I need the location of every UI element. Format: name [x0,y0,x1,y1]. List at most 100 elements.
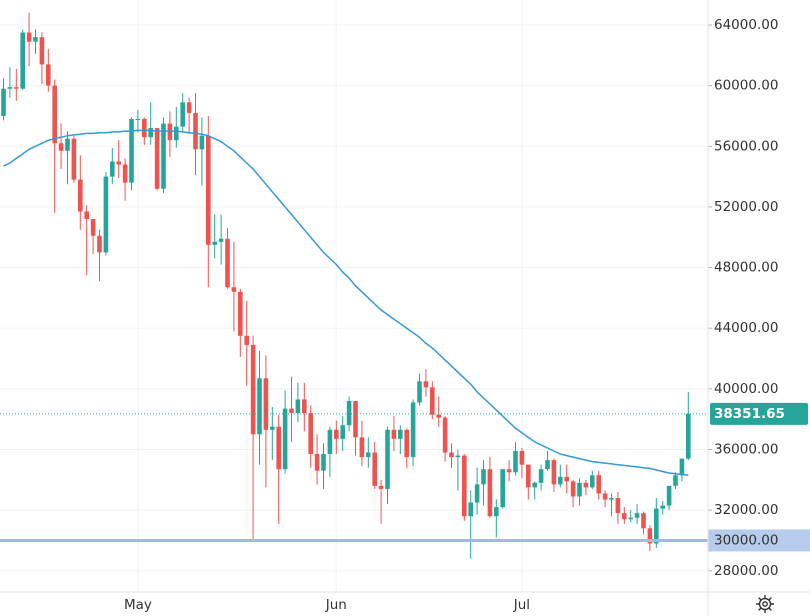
candle-body [353,400,358,438]
level-label-box [708,529,810,552]
candle-body [468,502,473,517]
candle-body [628,517,633,520]
candle-body [500,469,505,508]
candle-body [97,235,102,253]
candle-body [654,508,659,544]
candle-body [494,507,499,517]
candle-body [551,460,557,485]
candle-body [474,484,480,503]
y-tick-label: 44000.00 [714,320,778,336]
candle-body [39,37,45,65]
candle-body [519,451,525,465]
candle-body [673,475,678,486]
candle-body [660,505,665,509]
candle-body [430,387,435,415]
candle-body [33,37,38,42]
candle-body [570,481,576,497]
candle-body [314,454,320,471]
candle-body [46,64,51,86]
candle-body [84,211,89,220]
candle-body [641,513,646,529]
candle-body [442,417,448,453]
candle-body [110,161,115,177]
candle-body [410,402,416,458]
candle-body [250,344,256,435]
candle-body [186,102,192,113]
candle-body [225,238,230,288]
candle-body [634,513,640,518]
candle-body [122,164,128,183]
candle-body [596,475,601,494]
candle-body [449,452,454,458]
candle-body [302,399,307,414]
candle-body [212,241,217,245]
candle-body [564,476,569,482]
candle-body [174,126,179,141]
candle-body [487,469,493,517]
last-price-label: 38351.65 [714,406,785,422]
candle-body [602,493,608,500]
grid [0,0,708,592]
y-tick-label: 56000.00 [714,138,778,154]
candle-body [583,482,589,488]
candle-body [436,414,441,418]
candle-body [346,400,352,426]
candle-body [666,485,672,506]
plot [0,12,708,559]
candle-body [154,128,160,189]
candle-body [167,123,173,141]
y-tick-label: 28000.00 [714,563,778,579]
y-tick-label: 36000.00 [714,441,778,457]
candle-body [340,425,345,439]
y-tick-label: 40000.00 [714,381,778,397]
y-tick-label: 60000.00 [714,78,778,94]
settings-icon[interactable] [756,595,774,613]
candle-body [532,482,537,488]
y-tick-label: 52000.00 [714,199,778,215]
candle-body [590,475,595,488]
candle-body [462,455,467,517]
candle-body [148,128,153,138]
candle-body [327,429,333,455]
candle-body [90,219,96,236]
candle-body [385,429,390,489]
candle-body [142,119,147,138]
candle-body [558,476,563,485]
candle-body [52,85,57,144]
candle-body [58,143,64,151]
candle-body [686,413,691,459]
candle-body [308,413,313,455]
candle-body [372,452,377,486]
candle-body [423,381,429,388]
last-price-box [710,402,808,425]
candle-body [244,335,249,345]
candle-body [295,399,301,414]
candle-body [78,179,83,212]
candle-body [7,87,13,89]
x-tick-label: May [124,597,152,613]
candle-body [481,469,486,485]
candle-body [334,429,339,439]
candle-body [65,138,70,151]
candle-body [679,458,685,476]
candle-body [270,426,275,430]
candle-body [71,138,77,180]
y-tick-label: 64000.00 [714,17,778,33]
candle-body [282,408,288,470]
candle-body [577,482,582,497]
candle-body [647,528,653,544]
candle-body [391,429,397,439]
candle-body [20,32,25,89]
candle-body [193,112,198,150]
candle-body [161,123,166,189]
x-tick-label: Jun [325,597,347,613]
candle-body [199,135,205,150]
candle-body [180,102,185,127]
candle-body [206,135,211,245]
candle-body [513,451,518,473]
candle-body [231,287,237,292]
moving-average-line [3,129,689,477]
candle-body [455,455,461,458]
